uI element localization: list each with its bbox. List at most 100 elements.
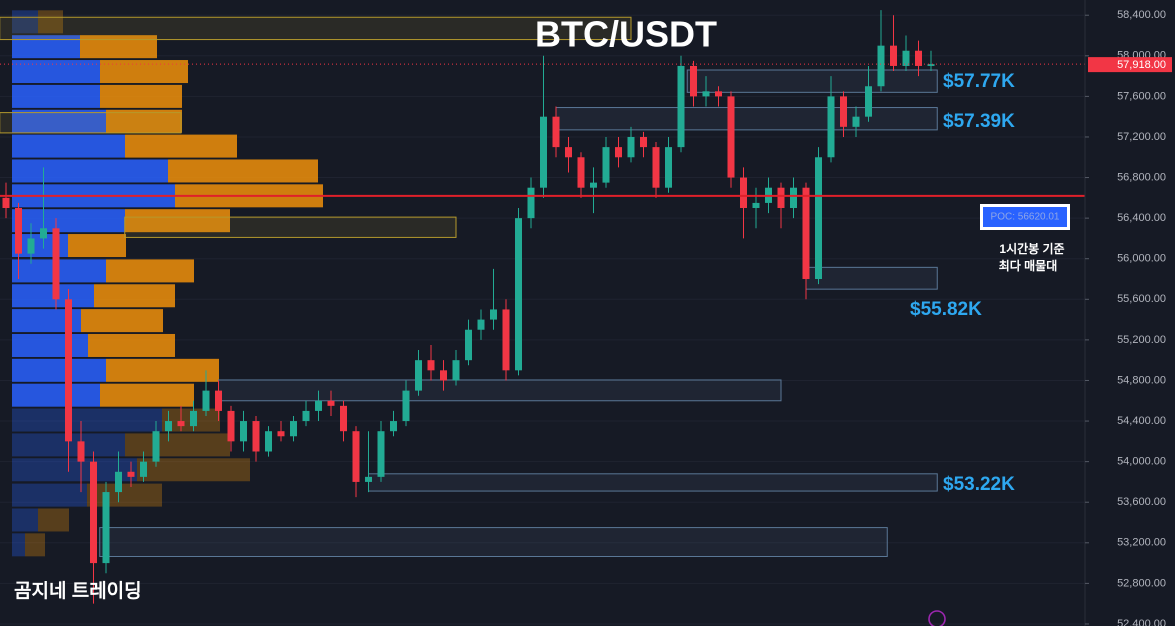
zone [218,379,782,402]
candle-body [90,461,97,564]
candle-body [65,299,72,442]
candle-body [377,431,385,477]
y-tick-label: 54,400.00 [1117,415,1166,427]
profile-buy [12,458,137,482]
candle-body [627,136,635,158]
profile-sell [125,209,230,233]
y-tick-label: 56,800.00 [1117,171,1166,183]
y-tick-label: 53,200.00 [1117,537,1166,549]
grid [0,14,1085,625]
profile-sell [100,60,188,84]
candle-body [865,86,872,117]
candle-body [840,96,847,127]
candle-body [827,96,835,158]
candle-body [877,45,885,87]
profile-sell [100,383,194,407]
last-price-label: 57,918.00 [1117,59,1166,71]
candle-body [190,410,197,427]
candle-body [452,360,460,381]
zone [0,112,182,134]
candle-body [490,309,497,320]
candle-body [102,492,110,564]
candle-body [202,390,210,411]
candle-body [402,390,410,422]
candle-body [227,410,235,442]
volume-profile [12,10,323,557]
candles [2,10,935,604]
candle-body [815,157,822,280]
profile-buy [12,358,106,382]
candle-body [740,177,747,208]
candle-body [790,187,797,208]
candle-body [302,410,310,422]
candle-body [915,50,922,66]
profile-sell [94,284,175,308]
y-tick-label: 52,800.00 [1117,577,1166,589]
y-tick-label: 54,800.00 [1117,374,1166,386]
profile-buy [12,533,25,557]
poc-note: 최다 매물대 [999,258,1058,273]
candle-body [515,218,522,371]
candle-body [290,421,297,437]
candle-body [265,431,272,452]
zone [805,266,938,290]
y-tick-label: 55,200.00 [1117,334,1166,346]
candle-body [40,228,47,239]
profile-buy [12,383,100,407]
profile-buy [12,10,38,34]
profile-sell [106,259,194,283]
candle-body [215,390,222,411]
candle-body [15,207,22,254]
profile-sell [137,458,250,482]
candle-body [527,187,535,219]
candle-body [2,197,10,208]
candle-body [540,116,547,188]
overlay: POC: 56620.01 $57.77K $57.39K $55.82K $53.22… [0,63,1085,495]
watermark: 곰지네 트레이딩 [14,580,142,602]
candle-body [702,91,710,97]
profile-buy [12,60,100,84]
candle-body [365,476,372,482]
profile-sell [38,10,63,34]
candle-body [390,421,397,432]
poc-label: POC: 56620.01 [991,212,1060,223]
candle-body [315,400,322,411]
candle-body [177,421,185,427]
candle-body [565,147,572,158]
alert-icon[interactable] [928,610,946,626]
price-annotation: $57.39K [943,111,1015,132]
y-tick-label: 53,600.00 [1117,496,1166,508]
profile-sell [88,333,175,357]
profile-sell [106,109,182,133]
profile-sell [87,483,162,507]
candle-body [440,370,447,381]
candle-body [465,329,472,361]
profile-buy [12,408,162,432]
candle-body [352,431,360,482]
profile-sell [80,35,157,59]
candle-body [552,116,560,148]
candle-body [477,319,485,330]
profile-sell [125,134,237,158]
candle-body [902,50,910,66]
price-annotation: $55.82K [910,299,982,320]
y-tick-label: 56,400.00 [1117,212,1166,224]
candle-body [240,421,247,442]
candle-body [752,202,760,208]
candle-body [727,96,735,178]
candle-body [602,147,610,183]
poc-box-inner [983,207,1067,227]
candle-body [340,405,347,432]
candle-body [415,360,422,391]
y-tick-label: 58,400.00 [1117,9,1166,21]
profile-sell [68,234,126,258]
candle-body [427,360,435,371]
zone [124,216,457,238]
candle-body [802,187,810,280]
zone [0,16,632,41]
profile-sell [106,358,219,382]
price-annotation: $53.22K [943,474,1015,495]
